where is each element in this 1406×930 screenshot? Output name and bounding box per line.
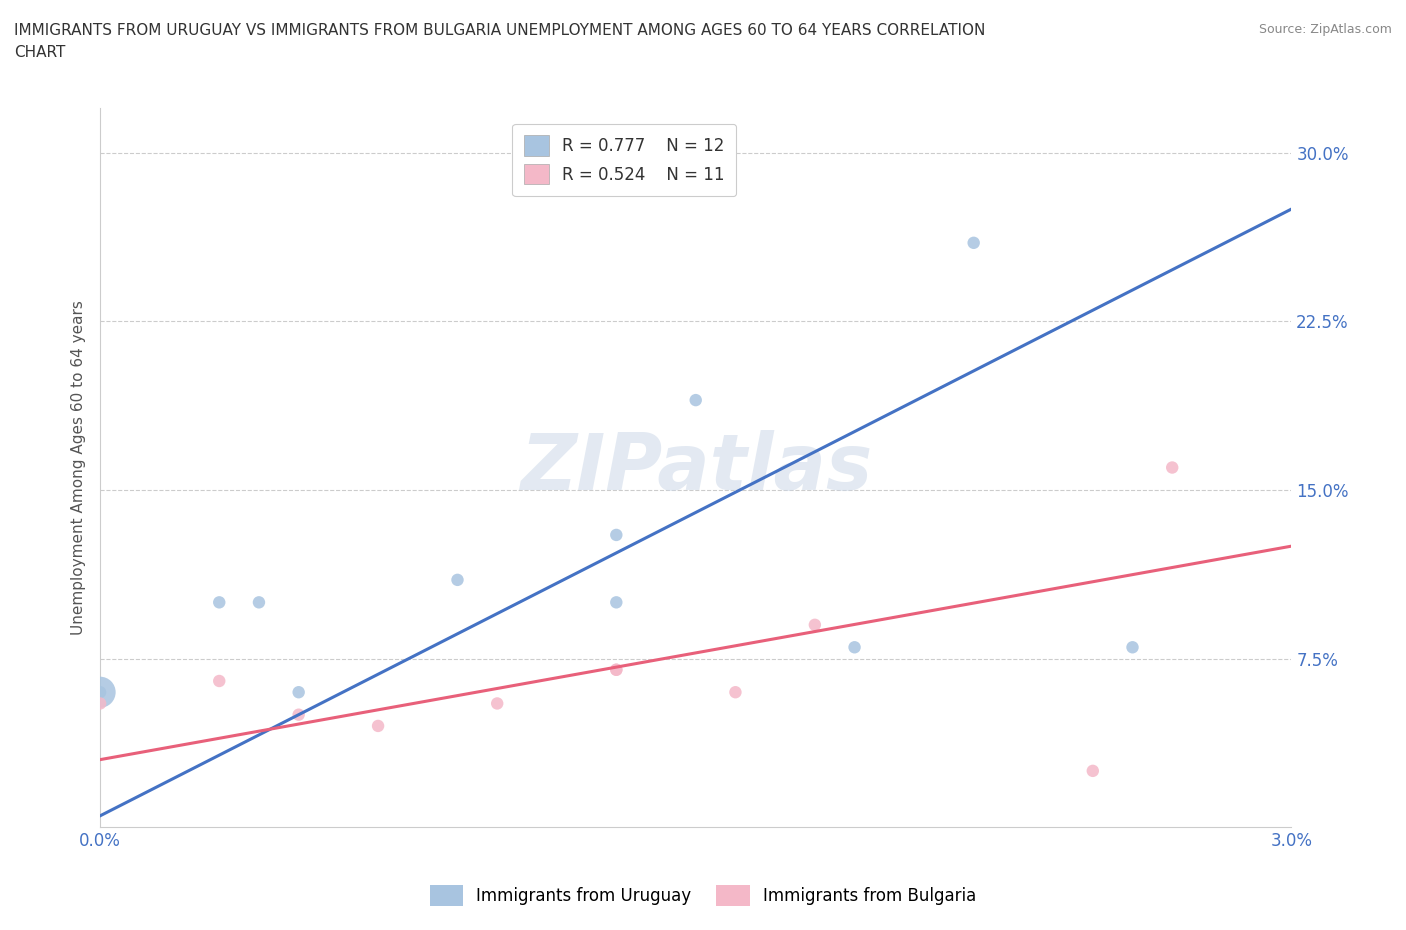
Point bbox=[446, 573, 468, 588]
Point bbox=[1081, 764, 1104, 778]
Point bbox=[1121, 640, 1143, 655]
Point bbox=[963, 235, 986, 250]
Point bbox=[844, 640, 866, 655]
Point bbox=[605, 527, 627, 542]
Point bbox=[247, 595, 270, 610]
Y-axis label: Unemployment Among Ages 60 to 64 years: Unemployment Among Ages 60 to 64 years bbox=[72, 300, 86, 635]
Text: Source: ZipAtlas.com: Source: ZipAtlas.com bbox=[1258, 23, 1392, 36]
Text: ZIPatlas: ZIPatlas bbox=[520, 430, 872, 506]
Point bbox=[486, 696, 509, 711]
Point bbox=[605, 662, 627, 677]
Point bbox=[208, 595, 231, 610]
Point bbox=[89, 696, 111, 711]
Point bbox=[724, 684, 747, 699]
Point bbox=[287, 707, 309, 722]
Point bbox=[605, 595, 627, 610]
Legend: R = 0.777    N = 12, R = 0.524    N = 11: R = 0.777 N = 12, R = 0.524 N = 11 bbox=[512, 124, 737, 196]
Point bbox=[89, 684, 111, 699]
Point bbox=[208, 673, 231, 688]
Point bbox=[89, 684, 111, 699]
Point bbox=[1161, 460, 1184, 475]
Point bbox=[287, 684, 309, 699]
Point bbox=[367, 719, 389, 734]
Text: IMMIGRANTS FROM URUGUAY VS IMMIGRANTS FROM BULGARIA UNEMPLOYMENT AMONG AGES 60 T: IMMIGRANTS FROM URUGUAY VS IMMIGRANTS FR… bbox=[14, 23, 986, 60]
Legend: Immigrants from Uruguay, Immigrants from Bulgaria: Immigrants from Uruguay, Immigrants from… bbox=[423, 879, 983, 912]
Point bbox=[605, 662, 627, 677]
Point bbox=[804, 618, 827, 632]
Point bbox=[685, 392, 707, 407]
